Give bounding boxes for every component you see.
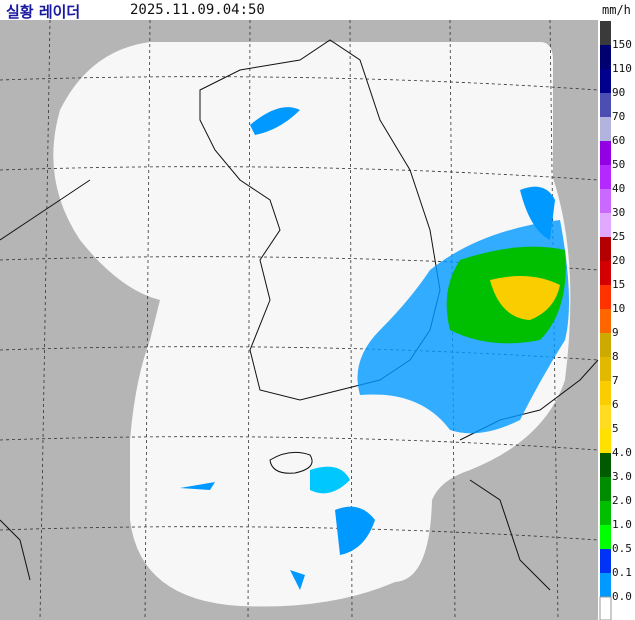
legend-label: 30 <box>612 206 625 219</box>
legend-label: 0.0 <box>612 590 632 603</box>
legend-label: 4.0 <box>612 446 632 459</box>
legend-label: 70 <box>612 110 625 123</box>
legend-label: 50 <box>612 158 625 171</box>
legend-color <box>600 429 611 453</box>
legend-color <box>600 309 611 333</box>
legend-color <box>600 357 611 381</box>
legend-color <box>600 285 611 309</box>
title: 실황 레이더 <box>6 3 81 21</box>
legend-label: 40 <box>612 182 625 195</box>
legend-label: 8 <box>612 350 619 363</box>
legend-color <box>600 165 611 189</box>
legend-color <box>599 596 612 620</box>
legend-color <box>600 117 611 141</box>
legend-color <box>600 453 611 477</box>
legend-label: 60 <box>612 134 625 147</box>
legend-label: 0.1 <box>612 566 632 579</box>
legend-color <box>600 213 611 237</box>
legend-label: 10 <box>612 302 625 315</box>
legend-color <box>600 21 611 45</box>
legend-color <box>600 381 611 405</box>
legend-color <box>600 141 611 165</box>
legend-color <box>600 405 611 429</box>
precipitation <box>180 107 569 590</box>
radar-coverage <box>53 42 571 607</box>
legend-color <box>600 549 611 573</box>
legend-color <box>600 45 611 69</box>
legend-color <box>600 501 611 525</box>
legend-color <box>600 93 611 117</box>
timestamp: 2025.11.09.04:50 <box>130 2 265 18</box>
legend-label: 15 <box>612 278 625 291</box>
legend-color <box>600 189 611 213</box>
legend-color <box>600 69 611 93</box>
unit: mm/h <box>602 3 631 17</box>
legend-color <box>600 333 611 357</box>
legend-label: 7 <box>612 374 619 387</box>
legend-color <box>600 477 611 501</box>
legend-label: 6 <box>612 398 619 411</box>
legend-label: 3.0 <box>612 470 632 483</box>
legend-color <box>600 573 611 597</box>
legend-label: 25 <box>612 230 625 243</box>
legend-label: 1.0 <box>612 518 632 531</box>
legend-color <box>600 525 611 549</box>
legend-label: 90 <box>612 86 625 99</box>
legend-label: 2.0 <box>612 494 632 507</box>
legend-label: 9 <box>612 326 619 339</box>
legend-label: 150 <box>612 38 632 51</box>
legend-color <box>600 261 611 285</box>
legend-label: 20 <box>612 254 625 267</box>
legend-color <box>600 237 611 261</box>
legend-label: 0.5 <box>612 542 632 555</box>
legend-label: 110 <box>612 62 632 75</box>
legend-label: 5 <box>612 422 619 435</box>
